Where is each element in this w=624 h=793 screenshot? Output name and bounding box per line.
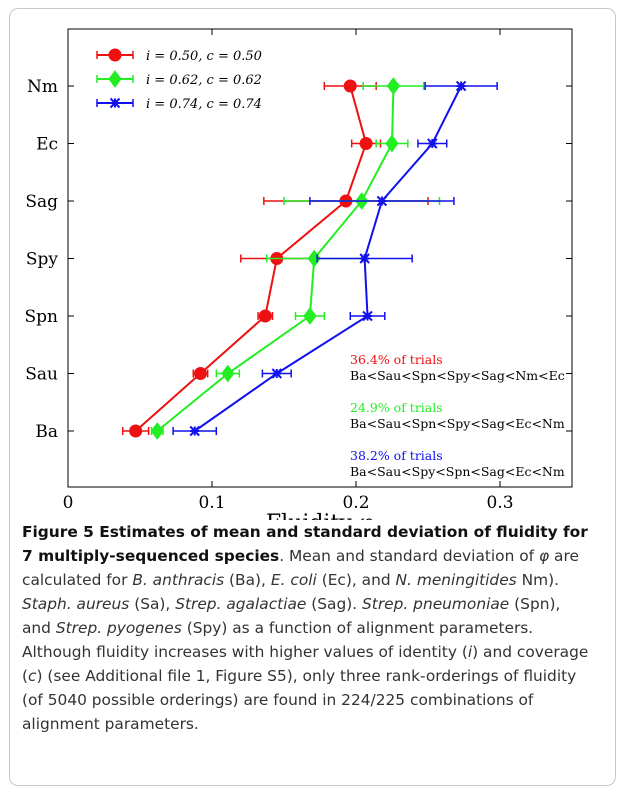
y-tick-label: Spn [25,307,59,327]
annotation-percent: 38.2% of trials [350,448,443,463]
x-tick-label: 0.3 [486,493,513,513]
caption-text: (Sag). [306,595,363,613]
y-tick-label: Sag [25,192,58,212]
series-3 [172,80,498,437]
legend: i = 0.50, c = 0.50 i = 0.62, c = 0.62 i = … [96,48,262,112]
caption-var: c [28,667,37,685]
marker-diamond [303,307,317,325]
marker-diamond [108,70,122,88]
legend-label: i = 0.74, c = 0.74 [146,97,262,112]
x-tick-label: 0.2 [342,493,369,513]
marker-circle [193,367,207,380]
caption-text: are calculated for [22,547,579,589]
caption-species: Strep. agalactiae [175,595,307,613]
marker-asterisk [109,97,121,109]
caption-species: Strep. pneumoniae [362,595,510,613]
marker-diamond [386,77,401,95]
caption-species: N. meningitides [395,571,517,589]
y-tick-label: Ec [36,135,58,155]
y-tick-label: Ba [35,422,58,442]
marker-asterisk [359,253,370,264]
figure-frame [9,8,616,786]
caption-text: (Spy) as a function of alignment paramet… [22,619,534,661]
caption-var: i [467,643,473,661]
annotation-percent: 24.9% of trials [350,400,443,415]
annotation-ordering: Ba<Sau<Spn<Spy<Sag<Nm<Ec [350,368,565,383]
caption-text: (Ec), and [316,571,396,589]
x-axis-label: Fluidity φ [266,511,374,520]
marker-circle [343,79,357,93]
caption-text: Nm). [516,571,559,589]
caption-phi: φ [538,547,550,565]
marker-circle [359,137,373,150]
caption-text: ) (see Additional file 1, Figure S5), on… [22,667,577,733]
caption-text: (Spn), and [22,595,561,637]
marker-diamond [385,134,399,153]
caption-species: E. coli [270,571,317,589]
legend-label: i = 0.50, c = 0.50 [146,49,262,64]
marker-circle [258,309,272,323]
caption-text: ) and coverage ( [22,643,589,685]
caption-title: Figure 5 Estimates of mean and standard … [22,523,588,565]
annotation-percent: 36.4% of trials [350,352,443,367]
marker-asterisk [427,138,438,149]
marker-circle [108,48,122,62]
marker-asterisk [362,310,373,322]
caption-species: B. anthracis [132,571,225,589]
caption-text: (Ba), [224,571,271,589]
marker-asterisk [271,368,283,379]
y-tick-label: Nm [27,77,58,97]
marker-diamond [150,422,164,440]
marker-diamond [221,364,235,383]
marker-asterisk [189,425,200,437]
caption-text: . Mean and standard deviation of [279,547,539,565]
legend-label: i = 0.62, c = 0.62 [146,73,262,88]
marker-asterisk [455,80,467,92]
annotation-ordering: Ba<Sau<Spn<Spy<Sag<Ec<Nm [350,416,565,431]
caption-species: Strep. pyogenes [55,619,182,637]
fluidity-chart: 0 0.1 0.2 0.3 Ba Sau Spn Spy Sag Ec Nm Fluidity φ i … [25,28,573,520]
y-tick-label: Sau [25,365,58,385]
y-tick-label: Spy [26,250,59,270]
caption-species: Staph. aureus [22,595,130,613]
annotation-ordering: Ba<Sau<Spy<Spn<Sag<Ec<Nm [350,464,565,479]
x-tick-label: 0 [63,493,74,513]
marker-asterisk [376,195,388,207]
caption-text: (Sa), [129,595,176,613]
x-tick-label: 0.1 [198,493,225,513]
figure-caption: Figure 5 Estimates of mean and standard … [22,520,592,736]
marker-circle [129,424,143,438]
